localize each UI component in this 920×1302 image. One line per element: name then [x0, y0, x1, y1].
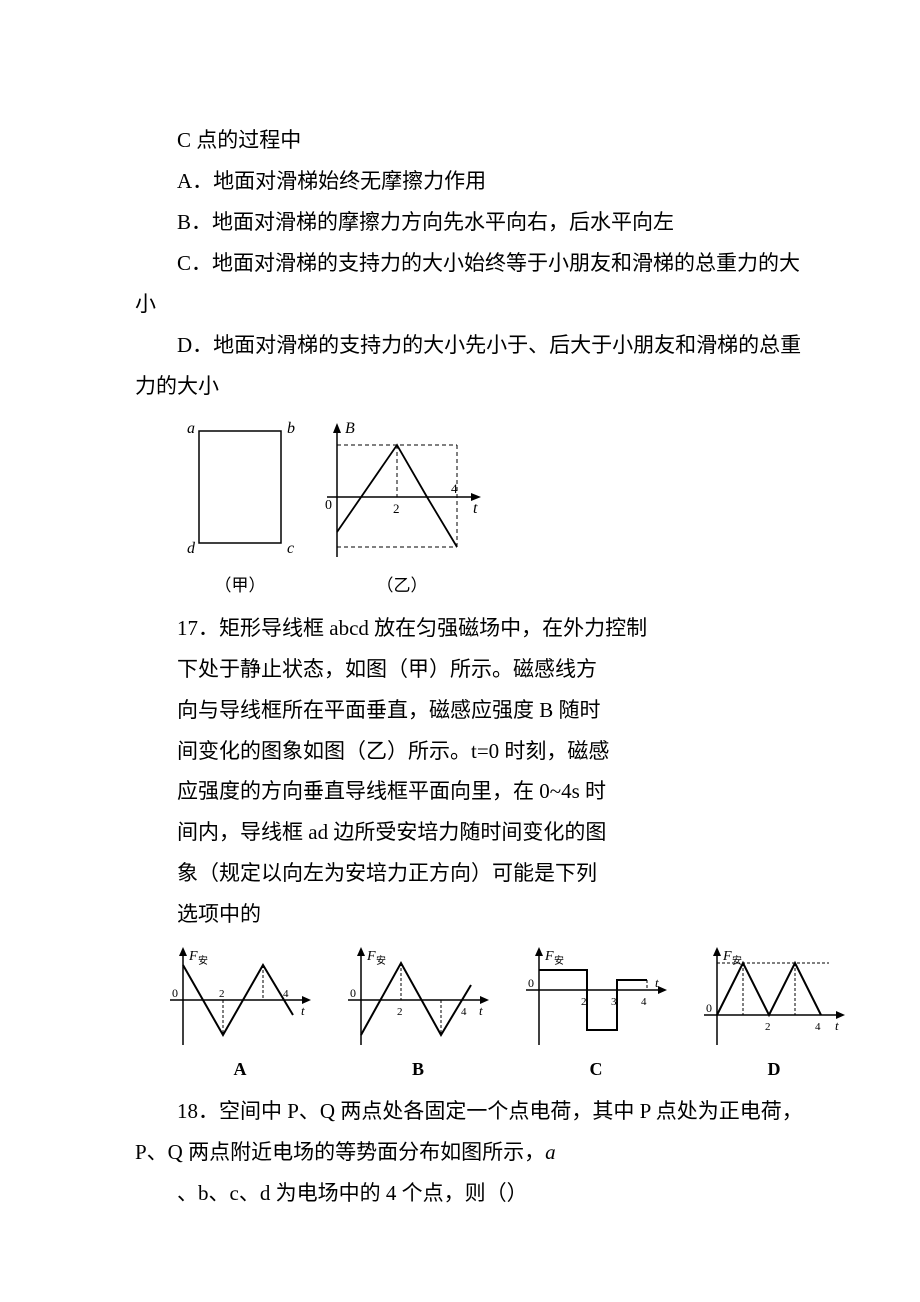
- svg-text:d: d: [187, 540, 196, 557]
- svg-text:F: F: [188, 949, 198, 964]
- svg-text:2: 2: [393, 501, 400, 516]
- option-b-label: B: [343, 1052, 493, 1087]
- q16-stem-tail: C 点的过程中: [135, 120, 810, 161]
- option-graph-a: F 安 t 0 2 4 A: [165, 945, 315, 1087]
- svg-text:b: b: [287, 420, 295, 437]
- svg-text:4: 4: [451, 481, 458, 496]
- q17-line3: 向与导线框所在平面垂直，磁感应强度 B 随时: [135, 690, 810, 731]
- q17-line6: 间内，导线框 ad 边所受安培力随时间变化的图: [135, 812, 810, 853]
- q16-option-d: D．地面对滑梯的支持力的大小先小于、后大于小朋友和滑梯的总重力的大小: [135, 325, 810, 407]
- option-graph-b: F 安 t 0 2 4 B: [343, 945, 493, 1087]
- svg-text:2: 2: [765, 1021, 771, 1033]
- q18-line2: 、b、c、d 为电场中的 4 个点，则（）: [135, 1173, 810, 1214]
- q17-line8: 选项中的: [135, 894, 810, 935]
- q17-figure-block: a b c d B t 0: [175, 417, 810, 602]
- figure-loop-caption: （甲）: [175, 569, 305, 602]
- q17-line4: 间变化的图象如图（乙）所示。t=0 时刻，磁感: [135, 731, 810, 772]
- q18-l1-pre: 18．空间中 P、Q 两点处各固定一个点电荷，其中 P 点处为正电荷，P、Q 两…: [135, 1099, 803, 1164]
- q17-line1: 17．矩形导线框 abcd 放在匀强磁场中，在外力控制: [135, 608, 810, 649]
- svg-text:t: t: [835, 1018, 839, 1033]
- svg-text:4: 4: [641, 996, 647, 1008]
- svg-text:安: 安: [376, 954, 386, 967]
- svg-text:安: 安: [732, 954, 742, 967]
- page: C 点的过程中 A．地面对滑梯始终无摩擦力作用 B．地面对滑梯的摩擦力方向先水平…: [0, 0, 920, 1274]
- q18-l1-a: a: [545, 1140, 556, 1164]
- figure-bt-caption: （乙）: [317, 569, 487, 602]
- svg-text:4: 4: [283, 988, 289, 1000]
- svg-text:F: F: [544, 949, 554, 964]
- svg-text:t: t: [301, 1003, 305, 1018]
- svg-text:2: 2: [581, 996, 587, 1008]
- option-a-label: A: [165, 1052, 315, 1087]
- svg-text:t: t: [655, 975, 659, 990]
- svg-text:3: 3: [611, 996, 617, 1008]
- q17-line7: 象（规定以向左为安培力正方向）可能是下列: [135, 853, 810, 894]
- svg-text:t: t: [473, 500, 478, 517]
- svg-text:安: 安: [198, 954, 208, 967]
- svg-text:0: 0: [528, 976, 534, 990]
- svg-text:B: B: [345, 420, 355, 437]
- option-graph-d: F 安 t 0 2 4 D: [699, 945, 849, 1087]
- svg-text:F: F: [366, 949, 376, 964]
- svg-text:4: 4: [461, 1006, 467, 1018]
- q17-options-row: F 安 t 0 2 4 A F 安 t: [165, 945, 810, 1087]
- svg-text:F: F: [722, 949, 732, 964]
- q17-line2: 下处于静止状态，如图（甲）所示。磁感线方: [135, 649, 810, 690]
- svg-text:a: a: [187, 420, 195, 437]
- svg-text:c: c: [287, 540, 294, 557]
- option-d-label: D: [699, 1052, 849, 1087]
- svg-text:4: 4: [815, 1021, 821, 1033]
- q18-line1: 18．空间中 P、Q 两点处各固定一个点电荷，其中 P 点处为正电荷，P、Q 两…: [135, 1091, 810, 1173]
- figure-b-t: B t 0 2 4: [317, 417, 487, 567]
- q16-option-a: A．地面对滑梯始终无摩擦力作用: [135, 161, 810, 202]
- option-c-label: C: [521, 1052, 671, 1087]
- svg-text:2: 2: [397, 1006, 403, 1018]
- svg-text:t: t: [479, 1003, 483, 1018]
- svg-text:2: 2: [219, 988, 225, 1000]
- option-graph-c: F 安 t 0 2 3 4 C: [521, 945, 671, 1087]
- svg-text:0: 0: [325, 498, 332, 513]
- svg-text:安: 安: [554, 954, 564, 967]
- svg-text:0: 0: [350, 986, 356, 1000]
- svg-text:0: 0: [706, 1001, 712, 1015]
- q16-option-b: B．地面对滑梯的摩擦力方向先水平向右，后水平向左: [135, 202, 810, 243]
- svg-text:0: 0: [172, 986, 178, 1000]
- q16-option-c: C．地面对滑梯的支持力的大小始终等于小朋友和滑梯的总重力的大小: [135, 243, 810, 325]
- figure-loop: a b c d: [175, 417, 305, 567]
- q17-line5: 应强度的方向垂直导线框平面向里，在 0~4s 时: [135, 771, 810, 812]
